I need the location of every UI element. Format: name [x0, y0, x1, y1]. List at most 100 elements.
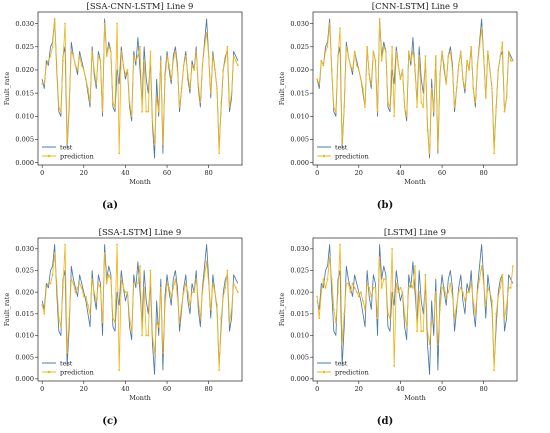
- prediction-point: [168, 286, 171, 289]
- prediction-point: [87, 304, 89, 307]
- prediction-point: [230, 92, 233, 95]
- prediction-point: [203, 273, 206, 276]
- prediction-point: [155, 96, 158, 99]
- prediction-point: [95, 82, 98, 85]
- prediction-point: [468, 291, 471, 294]
- prediction-point: [434, 55, 437, 57]
- series-line-prediction: [316, 18, 513, 154]
- prediction-point: [189, 304, 191, 307]
- prediction-point: [97, 282, 100, 285]
- prediction-point: [172, 59, 175, 62]
- prediction-point: [97, 55, 100, 57]
- prediction-point: [376, 110, 379, 113]
- prediction-point: [432, 321, 435, 324]
- legend-marker-prediction: [322, 370, 326, 374]
- prediction-point: [374, 59, 377, 62]
- prediction-point: [66, 143, 69, 146]
- prediction-point: [66, 351, 69, 354]
- prediction-point: [484, 304, 487, 307]
- prediction-point: [374, 286, 377, 289]
- prediction-point: [205, 260, 208, 263]
- prediction-point: [453, 106, 456, 108]
- prediction-point: [480, 27, 483, 30]
- prediction-point: [157, 325, 160, 328]
- prediction-point: [130, 115, 133, 118]
- plot-frame: [37, 11, 243, 166]
- prediction-point: [355, 64, 358, 67]
- y-tick-label: 0.015: [15, 89, 34, 97]
- prediction-point: [170, 78, 173, 81]
- prediction-point: [466, 291, 468, 294]
- chart-title: [SSA-CNN-LSTM] Line 9: [87, 2, 194, 12]
- prediction-point: [430, 321, 433, 324]
- prediction-point: [397, 291, 400, 294]
- prediction-point: [464, 299, 466, 302]
- prediction-point: [372, 286, 375, 289]
- prediction-point: [224, 286, 227, 289]
- prediction-point: [457, 64, 460, 67]
- prediction-point: [364, 106, 366, 108]
- prediction-point: [91, 278, 94, 281]
- prediction-point: [93, 69, 96, 71]
- x-tick-label: 40: [396, 169, 404, 177]
- y-tick-label: 0.005: [15, 136, 34, 144]
- prediction-point: [387, 101, 389, 104]
- prediction-point: [64, 243, 66, 246]
- series-line-prediction: [41, 244, 239, 371]
- y-tick-label: 0.010: [290, 332, 309, 340]
- prediction-point: [134, 282, 137, 285]
- panel-label: (b): [377, 200, 393, 211]
- prediction-point: [70, 278, 73, 281]
- prediction-point: [470, 282, 473, 285]
- prediction-point: [232, 55, 235, 57]
- prediction-point: [103, 252, 106, 255]
- prediction-point: [199, 317, 202, 320]
- prediction-point: [207, 282, 210, 285]
- prediction-point: [186, 291, 189, 294]
- prediction-point: [195, 278, 198, 281]
- legend-label-prediction: prediction: [60, 152, 94, 160]
- prediction-point: [368, 286, 371, 289]
- prediction-point: [370, 82, 373, 85]
- prediction-point: [112, 101, 114, 104]
- series-line-test: [41, 244, 239, 375]
- prediction-point: [62, 286, 64, 289]
- prediction-point: [511, 59, 514, 62]
- prediction-point: [107, 45, 110, 48]
- prediction-point: [449, 282, 452, 285]
- prediction-point: [414, 64, 416, 67]
- plot-frame: [37, 237, 243, 382]
- prediction-point: [399, 286, 402, 289]
- prediction-point: [511, 265, 514, 268]
- prediction-point: [197, 299, 200, 302]
- x-tick-label: 20: [355, 385, 363, 393]
- prediction-point: [101, 321, 104, 324]
- prediction-point: [68, 101, 71, 104]
- prediction-point: [489, 69, 491, 71]
- prediction-point: [70, 50, 73, 53]
- prediction-point: [472, 87, 475, 90]
- prediction-point: [53, 252, 56, 255]
- chart-panel-2: [CNN-LSTM] Line 9 0 20 40 60 80 0.000 0.005 0.01…: [278, 2, 518, 211]
- prediction-point: [335, 321, 337, 324]
- prediction-point: [232, 282, 235, 285]
- prediction-point: [62, 59, 64, 62]
- prediction-point: [389, 317, 391, 320]
- prediction-point: [191, 64, 193, 67]
- y-tick-label: 0.030: [290, 245, 309, 253]
- prediction-point: [93, 291, 96, 294]
- prediction-point: [509, 286, 512, 289]
- x-tick-label: 40: [121, 169, 129, 177]
- prediction-point: [482, 282, 485, 285]
- prediction-point: [191, 291, 193, 294]
- prediction-point: [236, 64, 239, 67]
- prediction-point: [166, 55, 168, 57]
- y-tick-label: 0.005: [290, 136, 309, 144]
- prediction-point: [49, 55, 52, 57]
- prediction-point: [451, 69, 454, 71]
- prediction-point: [72, 55, 75, 57]
- prediction-point: [493, 369, 495, 372]
- prediction-point: [197, 82, 200, 85]
- prediction-point: [505, 304, 508, 307]
- prediction-point: [149, 50, 152, 53]
